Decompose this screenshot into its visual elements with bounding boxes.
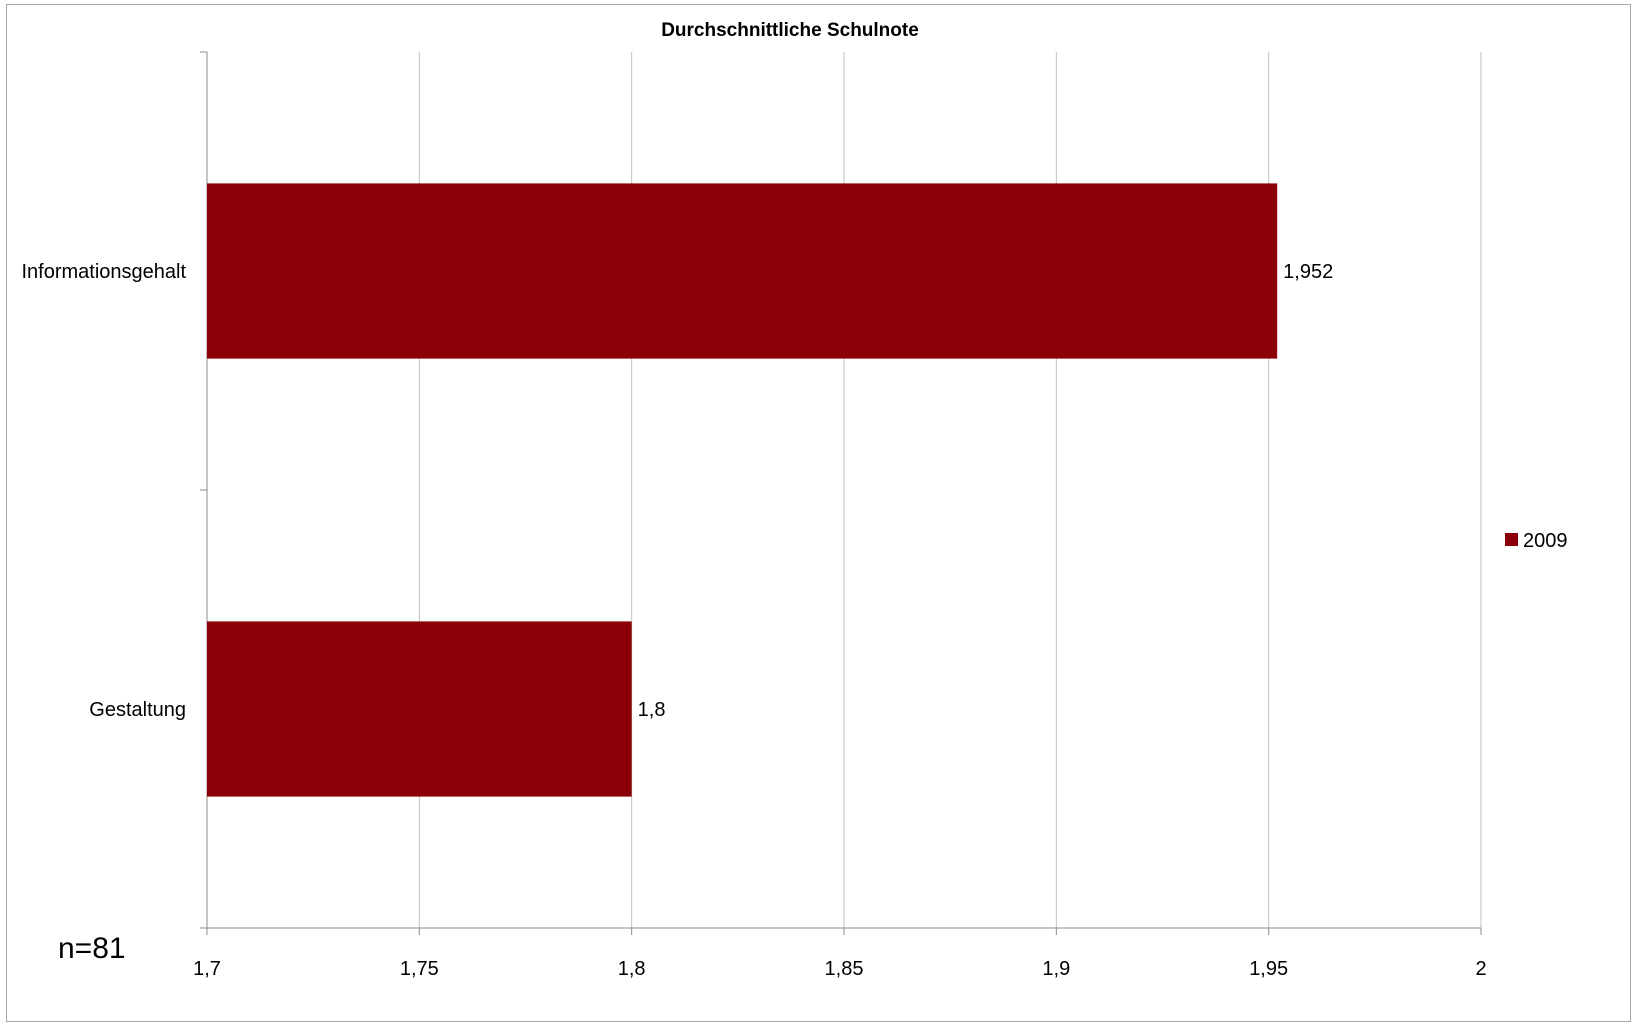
x-tick-label: 1,85	[825, 958, 864, 980]
bar	[207, 621, 632, 797]
x-tick-label: 2	[1475, 958, 1486, 980]
sample-size-note: n=81	[58, 932, 126, 965]
chart-title: Durchschnittliche Schulnote	[661, 20, 919, 41]
x-tick-label: 1,9	[1042, 958, 1070, 980]
legend-swatch	[1505, 533, 1518, 546]
x-tick-label: 1,75	[400, 958, 439, 980]
legend: 2009	[1505, 530, 1568, 552]
category-label: Informationsgehalt	[21, 261, 186, 283]
x-tick-label: 1,95	[1249, 958, 1288, 980]
labels: 1,7 1,75 1,8 1,85 1,9 1,95 2Informationsgehalt…	[21, 261, 1486, 980]
bar	[207, 183, 1278, 359]
data-label: 1,952	[1283, 261, 1333, 283]
data-label: 1,8	[638, 699, 666, 721]
chart-frame	[6, 4, 1631, 1022]
category-label: Gestaltung	[89, 699, 186, 721]
x-tick-label: 1,8	[618, 958, 646, 980]
legend-label: 2009	[1523, 530, 1568, 552]
bars	[207, 183, 1278, 797]
x-tick-label: 1,7	[193, 958, 221, 980]
